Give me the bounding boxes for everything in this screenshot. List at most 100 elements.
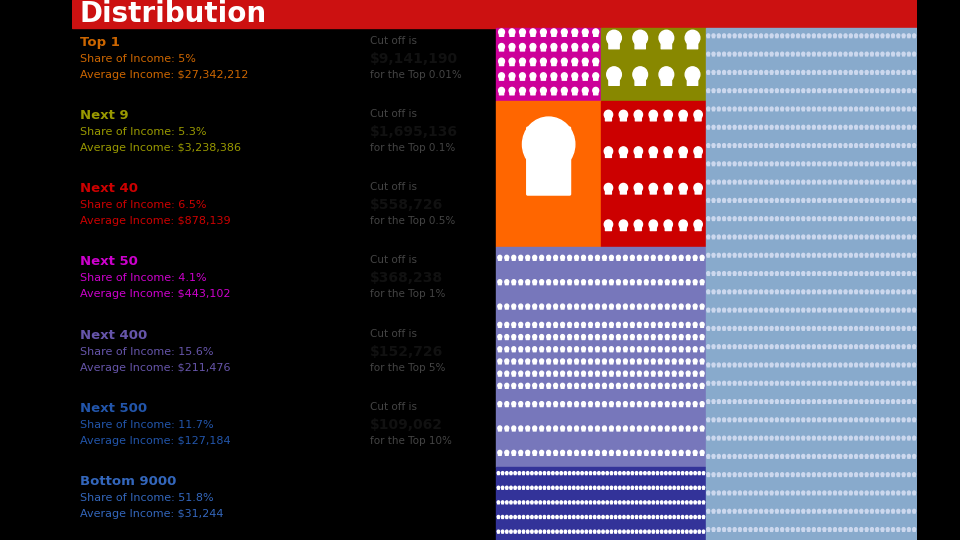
- FancyBboxPatch shape: [839, 273, 841, 275]
- Circle shape: [616, 450, 620, 455]
- FancyBboxPatch shape: [568, 325, 571, 327]
- FancyBboxPatch shape: [694, 306, 697, 309]
- FancyBboxPatch shape: [860, 310, 862, 312]
- FancyBboxPatch shape: [876, 218, 878, 220]
- Circle shape: [664, 486, 667, 489]
- FancyBboxPatch shape: [723, 218, 725, 220]
- FancyBboxPatch shape: [750, 364, 752, 367]
- FancyBboxPatch shape: [729, 218, 731, 220]
- Circle shape: [567, 335, 571, 339]
- FancyBboxPatch shape: [892, 328, 894, 330]
- FancyBboxPatch shape: [760, 145, 762, 147]
- FancyBboxPatch shape: [602, 531, 604, 533]
- FancyBboxPatch shape: [531, 76, 535, 80]
- Circle shape: [786, 107, 789, 110]
- FancyBboxPatch shape: [527, 517, 529, 518]
- Circle shape: [677, 501, 680, 503]
- Circle shape: [765, 71, 768, 73]
- Circle shape: [854, 253, 857, 256]
- Circle shape: [907, 89, 910, 92]
- Circle shape: [765, 436, 768, 439]
- Circle shape: [561, 359, 564, 363]
- FancyBboxPatch shape: [505, 306, 508, 309]
- FancyBboxPatch shape: [624, 361, 627, 364]
- FancyBboxPatch shape: [765, 492, 767, 495]
- FancyBboxPatch shape: [519, 325, 522, 327]
- Circle shape: [812, 89, 815, 92]
- Circle shape: [693, 280, 697, 284]
- Circle shape: [897, 52, 900, 55]
- Circle shape: [738, 327, 741, 329]
- Circle shape: [592, 58, 599, 64]
- FancyBboxPatch shape: [556, 502, 558, 504]
- Circle shape: [644, 304, 648, 308]
- FancyBboxPatch shape: [797, 237, 799, 239]
- Circle shape: [512, 402, 516, 406]
- Circle shape: [755, 180, 757, 183]
- Circle shape: [728, 345, 731, 348]
- FancyBboxPatch shape: [818, 292, 820, 294]
- FancyBboxPatch shape: [850, 164, 852, 166]
- FancyBboxPatch shape: [729, 310, 731, 312]
- Circle shape: [540, 471, 541, 474]
- Text: Average Income: $31,244: Average Income: $31,244: [80, 509, 223, 519]
- FancyBboxPatch shape: [681, 151, 686, 157]
- Circle shape: [514, 486, 516, 489]
- Circle shape: [595, 359, 599, 363]
- FancyBboxPatch shape: [828, 182, 830, 184]
- FancyBboxPatch shape: [855, 109, 857, 111]
- Circle shape: [886, 52, 889, 55]
- FancyBboxPatch shape: [665, 115, 671, 121]
- Circle shape: [807, 363, 810, 366]
- FancyBboxPatch shape: [871, 474, 873, 476]
- Circle shape: [828, 509, 831, 512]
- Circle shape: [786, 253, 789, 256]
- FancyBboxPatch shape: [681, 115, 686, 121]
- FancyBboxPatch shape: [813, 145, 815, 147]
- Circle shape: [717, 180, 720, 183]
- Circle shape: [606, 516, 609, 518]
- FancyBboxPatch shape: [744, 401, 746, 403]
- Circle shape: [595, 426, 599, 430]
- FancyBboxPatch shape: [534, 453, 536, 455]
- Circle shape: [786, 144, 789, 147]
- Circle shape: [844, 180, 847, 183]
- Circle shape: [631, 335, 635, 339]
- Circle shape: [780, 455, 783, 457]
- FancyBboxPatch shape: [813, 492, 815, 495]
- FancyBboxPatch shape: [828, 364, 830, 367]
- Circle shape: [568, 471, 571, 474]
- FancyBboxPatch shape: [506, 502, 508, 504]
- FancyBboxPatch shape: [701, 428, 704, 431]
- FancyBboxPatch shape: [690, 502, 692, 504]
- FancyBboxPatch shape: [636, 75, 645, 85]
- FancyBboxPatch shape: [887, 346, 889, 348]
- Circle shape: [850, 235, 852, 238]
- Circle shape: [589, 516, 591, 518]
- FancyBboxPatch shape: [596, 361, 599, 364]
- FancyBboxPatch shape: [708, 492, 709, 495]
- Circle shape: [791, 363, 794, 366]
- FancyBboxPatch shape: [562, 386, 564, 388]
- Circle shape: [812, 180, 815, 183]
- Circle shape: [850, 253, 852, 256]
- Circle shape: [512, 426, 516, 430]
- Circle shape: [518, 471, 520, 474]
- FancyBboxPatch shape: [540, 306, 543, 309]
- Circle shape: [807, 381, 810, 384]
- Circle shape: [530, 87, 536, 93]
- FancyBboxPatch shape: [548, 502, 549, 504]
- Circle shape: [791, 308, 794, 311]
- Circle shape: [802, 272, 804, 275]
- Circle shape: [707, 125, 709, 129]
- Circle shape: [568, 530, 571, 532]
- Circle shape: [700, 255, 704, 259]
- Circle shape: [802, 400, 804, 403]
- Circle shape: [698, 471, 701, 474]
- FancyBboxPatch shape: [645, 258, 648, 260]
- Circle shape: [672, 255, 676, 259]
- Circle shape: [759, 418, 762, 421]
- FancyBboxPatch shape: [813, 310, 815, 312]
- Circle shape: [738, 71, 741, 73]
- Circle shape: [659, 347, 662, 351]
